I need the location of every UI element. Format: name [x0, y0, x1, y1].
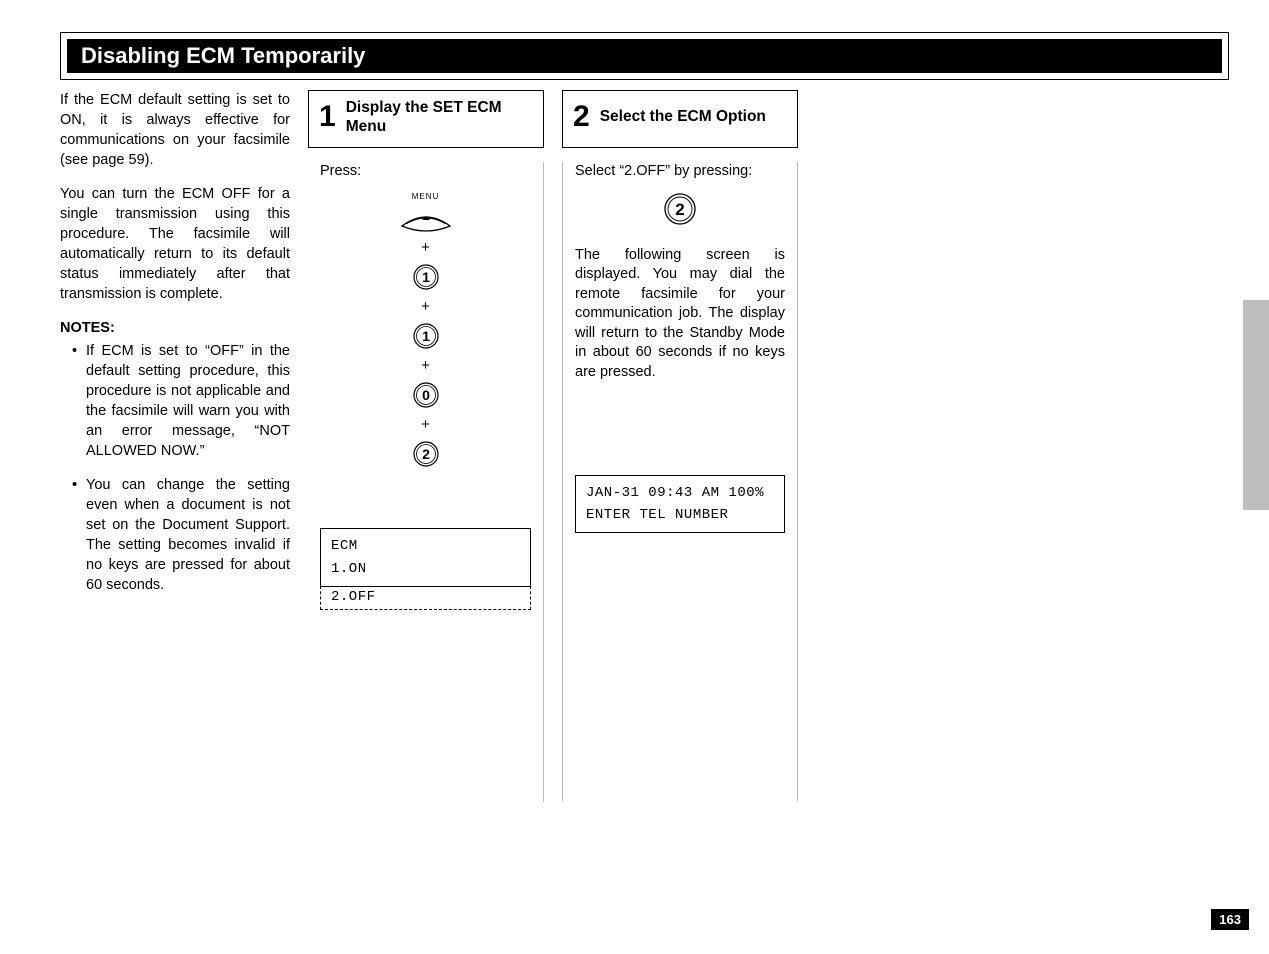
- notes-list: If ECM is set to “OFF” in the default se…: [60, 341, 290, 595]
- step-body: Select “2.OFF” by pressing: 2 The follow…: [562, 162, 798, 802]
- step-title: Display the SET ECM Menu: [346, 98, 533, 137]
- intro-paragraph-1: If the ECM default setting is set to ON,…: [60, 90, 290, 170]
- svg-text:1: 1: [422, 269, 430, 285]
- key-1-icon: 1: [412, 263, 440, 291]
- lcd-line: JAN-31 09:43 AM 100%: [586, 485, 764, 501]
- menu-button-label: MENU: [412, 192, 440, 203]
- select-label: Select “2.OFF” by pressing:: [575, 162, 785, 182]
- step-header: 2 Select the ECM Option: [562, 90, 798, 148]
- step-title: Select the ECM Option: [600, 107, 766, 126]
- menu-button-icon: [398, 206, 454, 232]
- key-2-icon: 2: [412, 440, 440, 468]
- notes-heading: NOTES:: [60, 318, 290, 338]
- plus-icon: +: [421, 299, 430, 314]
- svg-text:1: 1: [422, 328, 430, 344]
- plus-icon: +: [421, 417, 430, 432]
- press-label: Press:: [320, 162, 531, 182]
- note-item: If ECM is set to “OFF” in the default se…: [74, 341, 290, 461]
- step-number: 1: [319, 102, 336, 132]
- section-title: Disabling ECM Temporarily: [67, 39, 1222, 73]
- step-header: 1 Display the SET ECM Menu: [308, 90, 544, 148]
- step-2: 2 Select the ECM Option Select “2.OFF” b…: [562, 90, 798, 802]
- step2-body-text: The following screen is displayed. You m…: [575, 246, 785, 383]
- manual-page: Disabling ECM Temporarily If the ECM def…: [0, 0, 1269, 954]
- step-1: 1 Display the SET ECM Menu Press: MENU +: [308, 90, 544, 802]
- lcd-line: 1.ON: [331, 561, 367, 577]
- lcd-sub-line: 2.OFF: [320, 586, 531, 610]
- lcd-display: ECM 1.ON: [320, 528, 531, 587]
- plus-icon: +: [421, 358, 430, 373]
- key-2-icon: 2: [575, 192, 785, 226]
- page-number: 163: [1211, 909, 1249, 930]
- svg-text:2: 2: [675, 200, 684, 219]
- side-tab: [1243, 300, 1269, 510]
- intro-column: If the ECM default setting is set to ON,…: [60, 90, 290, 609]
- lcd-line: ENTER TEL NUMBER: [586, 507, 728, 523]
- lcd-display: JAN-31 09:43 AM 100% ENTER TEL NUMBER: [575, 475, 785, 534]
- content-columns: If the ECM default setting is set to ON,…: [60, 90, 1229, 802]
- intro-paragraph-2: You can turn the ECM OFF for a single tr…: [60, 184, 290, 304]
- lcd-display-group: JAN-31 09:43 AM 100% ENTER TEL NUMBER: [575, 475, 785, 534]
- lcd-line: ECM: [331, 538, 358, 554]
- plus-icon: +: [421, 240, 430, 255]
- key-0-icon: 0: [412, 381, 440, 409]
- step-number: 2: [573, 102, 590, 132]
- section-title-frame: Disabling ECM Temporarily: [60, 32, 1229, 80]
- svg-text:2: 2: [422, 446, 430, 462]
- button-sequence: MENU + 1: [320, 192, 531, 469]
- lcd-display-group: ECM 1.ON 2.OFF: [320, 528, 531, 610]
- key-1-icon: 1: [412, 322, 440, 350]
- note-item: You can change the setting even when a d…: [74, 475, 290, 595]
- svg-text:0: 0: [422, 387, 430, 403]
- step-body: Press: MENU +: [308, 162, 544, 802]
